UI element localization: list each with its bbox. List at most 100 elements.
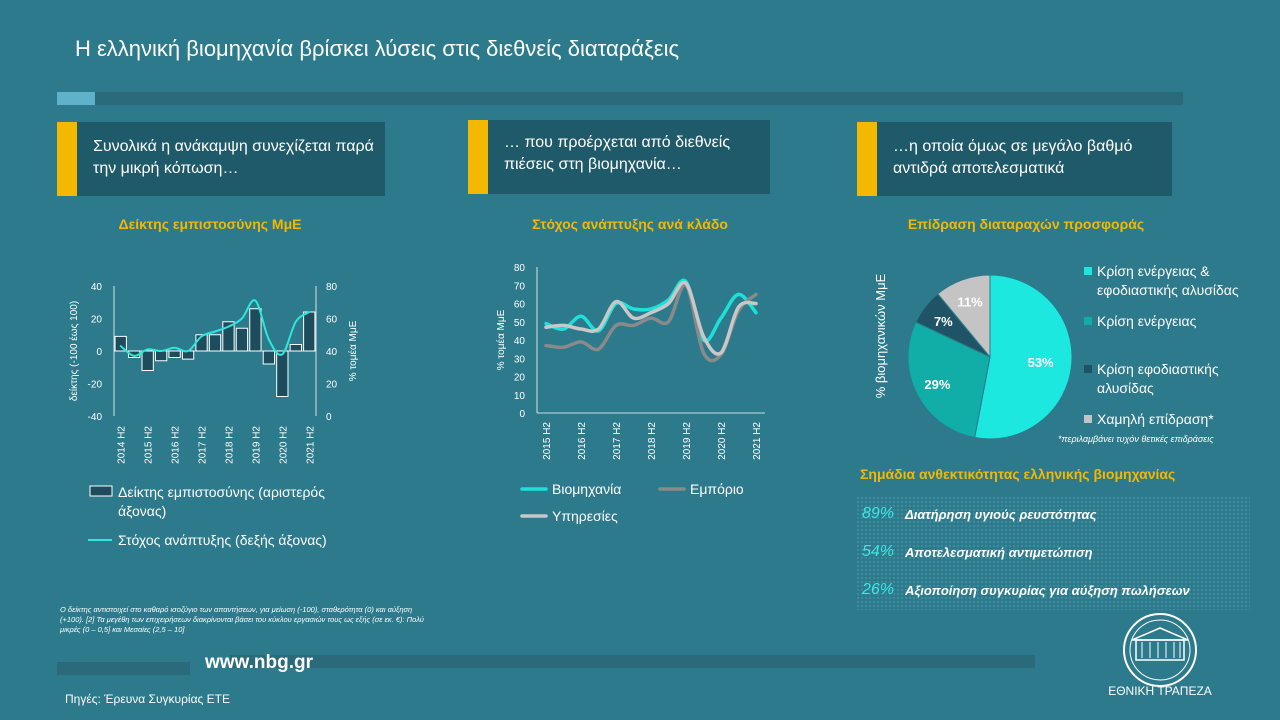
logo-text: ΕΘΝΙΚΗ ΤΡΑΠΕΖΑ xyxy=(1108,684,1212,698)
legend-swatch xyxy=(1084,267,1092,275)
y-axis-label: % βιομηχανικών ΜμΕ xyxy=(873,273,888,398)
line xyxy=(544,280,758,356)
bar xyxy=(262,350,276,365)
footer-rule xyxy=(230,655,1035,668)
footnote: Ο δείκτης αντιστοιχεί στο καθαρό ισοζύγι… xyxy=(60,605,424,634)
data-label: 53% xyxy=(1028,355,1054,370)
stat-value: 54% xyxy=(862,543,895,560)
source: Πηγές: Έρευνα Συγκυρίας ΕΤΕ xyxy=(65,692,230,706)
legend-label: Στόχος ανάπτυξης (δεξής άξονας) xyxy=(118,532,327,548)
chart-title: Στόχος ανάπτυξης ανά κλάδο xyxy=(532,216,728,232)
bar xyxy=(181,350,195,360)
header-accent xyxy=(57,92,95,105)
pie-note: *περιλαμβάνει τυχόν θετικές επιδράσεις xyxy=(1058,434,1214,444)
page-title: Η ελληνική βιομηχανία βρίσκει λύσεις στι… xyxy=(75,36,680,61)
y-tick-label: 10 xyxy=(514,391,526,402)
panel-text: …η οποία όμως σε μεγάλο βαθμό αντιδρά απ… xyxy=(893,138,1133,177)
legend-swatch xyxy=(1084,317,1092,325)
pie-slice xyxy=(937,274,991,359)
x-tick-label: 2018 H2 xyxy=(224,426,235,464)
footer-rule xyxy=(57,662,190,675)
bar xyxy=(208,334,222,352)
y-tick-label: -20 xyxy=(88,380,103,391)
y-tick-label: 30 xyxy=(514,354,526,365)
stat-value: 26% xyxy=(862,581,895,598)
panel-text: … που προέρχεται από διεθνείς πιέσεις στ… xyxy=(504,134,731,173)
y-tick-label: 40 xyxy=(514,336,526,347)
pie-slice xyxy=(907,321,991,439)
y-tick-label: 70 xyxy=(514,281,526,292)
logo xyxy=(1123,613,1197,687)
legend-swatch xyxy=(89,485,113,497)
y-tick-label: 0 xyxy=(96,347,102,358)
y-axis-label: δείκτης (-100 έως 100) xyxy=(68,301,80,401)
x-tick-label: 2014 H2 xyxy=(117,426,128,464)
x-tick-label: 2021 H2 xyxy=(752,422,763,460)
line xyxy=(119,299,311,357)
y-tick-label: 20 xyxy=(514,373,526,384)
bar xyxy=(289,344,302,352)
x-tick-label: 2019 H2 xyxy=(251,426,262,464)
y-tick-label: 50 xyxy=(514,318,526,329)
stat-text: Διατήρηση υγιούς ρευστότητας xyxy=(905,507,1097,522)
line xyxy=(544,278,758,343)
chart-title: Επίδραση διαταραχών προσφοράς xyxy=(907,216,1145,232)
data-label: 11% xyxy=(957,294,983,309)
bar xyxy=(249,308,262,352)
data-label: 7% xyxy=(934,314,953,329)
y-tick-label: 20 xyxy=(91,315,103,326)
url: www.nbg.gr xyxy=(205,652,314,673)
x-tick-label: 2016 H2 xyxy=(577,422,588,460)
y-tick-label: 40 xyxy=(91,282,103,293)
bar xyxy=(154,350,168,362)
header-rule xyxy=(95,92,1183,105)
legend-swatch xyxy=(1084,415,1092,423)
legend-label: Κρίση εφοδιαστικής αλυσίδας xyxy=(1097,361,1219,396)
bar xyxy=(303,311,316,352)
legend-label: Εμπόριο xyxy=(690,481,744,497)
legend-label: Χαμηλή επίδραση* xyxy=(1097,411,1214,427)
legend-label: Κρίση ενέργειας & εφοδιαστικής αλυσίδας xyxy=(1097,263,1239,298)
stat-value: 89% xyxy=(862,505,895,522)
y2-axis-label: % τομέα ΜμΕ xyxy=(347,320,359,381)
legend-label: Βιομηχανία xyxy=(552,481,622,497)
chart-title: Δείκτης εμπιστοσύνης ΜμΕ xyxy=(118,216,302,232)
y-axis-label: % τομέα ΜμΕ xyxy=(495,309,507,370)
dot-panel xyxy=(855,495,1250,610)
legend-swatch xyxy=(1084,365,1092,373)
panel: …η οποία όμως σε μεγάλο βαθμό αντιδρά απ… xyxy=(857,122,1172,196)
y2-tick-label: 40 xyxy=(326,347,338,358)
data-label: 29% xyxy=(924,377,950,392)
y-tick-label: 0 xyxy=(519,409,525,420)
panel: … που προέρχεται από διεθνείς πιέσεις στ… xyxy=(468,120,770,194)
x-tick-label: 2020 H2 xyxy=(717,422,728,460)
y-tick-label: -40 xyxy=(88,412,103,423)
pie-slice xyxy=(974,274,1073,440)
x-tick-label: 2020 H2 xyxy=(278,426,289,464)
legend-label: Δείκτης εμπιστοσύνης (αριστερός άξονας) xyxy=(118,484,325,519)
x-tick-label: 2017 H2 xyxy=(612,422,623,460)
panel: Συνολικά η ανάκαμψη συνεχίζεται παρά την… xyxy=(57,122,385,196)
x-tick-label: 2016 H2 xyxy=(171,426,182,464)
y2-tick-label: 60 xyxy=(326,315,338,326)
y-tick-label: 80 xyxy=(514,263,526,274)
stat-text: Αξιοποίηση συγκυρίας για αύξηση πωλήσεων xyxy=(905,583,1190,598)
legend-label: Υπηρεσίες xyxy=(552,508,618,524)
bar xyxy=(235,327,249,352)
bar xyxy=(141,350,154,371)
bar xyxy=(168,350,181,358)
x-tick-label: 2015 H2 xyxy=(542,422,553,460)
stat-text: Αποτελεσματική αντιμετώπιση xyxy=(905,545,1093,560)
x-tick-label: 2018 H2 xyxy=(647,422,658,460)
x-tick-label: 2015 H2 xyxy=(144,426,155,464)
legend-label: Κρίση ενέργειας xyxy=(1097,313,1197,329)
panel-text: Συνολικά η ανάκαμψη συνεχίζεται παρά την… xyxy=(93,138,374,177)
y2-tick-label: 0 xyxy=(326,412,332,423)
resilience-title: Σημάδια ανθεκτικότητας ελληνικής βιομηχα… xyxy=(860,466,1176,482)
x-tick-label: 2017 H2 xyxy=(198,426,209,464)
y2-tick-label: 80 xyxy=(326,282,338,293)
x-tick-label: 2021 H2 xyxy=(305,426,316,464)
y-tick-label: 60 xyxy=(514,300,526,311)
